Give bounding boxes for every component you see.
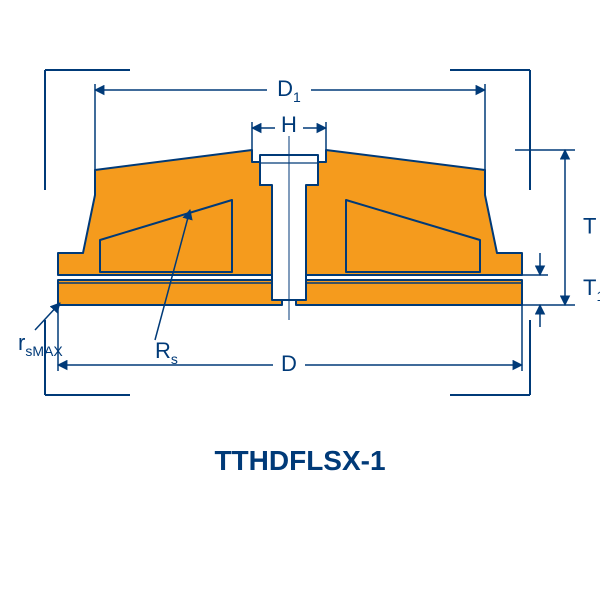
svg-text:rsMAX: rsMAX xyxy=(18,330,63,359)
svg-text:T: T xyxy=(583,214,596,239)
svg-text:Rs: Rs xyxy=(155,338,178,367)
diagram-title: TTHDFLSX-1 xyxy=(0,445,600,477)
svg-text:D: D xyxy=(281,351,297,376)
bearing-diagram: D1HDTT1RsrsMAX xyxy=(0,0,600,600)
svg-text:T1: T1 xyxy=(583,275,600,304)
diagram-stage: D1HDTT1RsrsMAX TTHDFLSX-1 xyxy=(0,0,600,600)
svg-text:H: H xyxy=(281,112,297,137)
